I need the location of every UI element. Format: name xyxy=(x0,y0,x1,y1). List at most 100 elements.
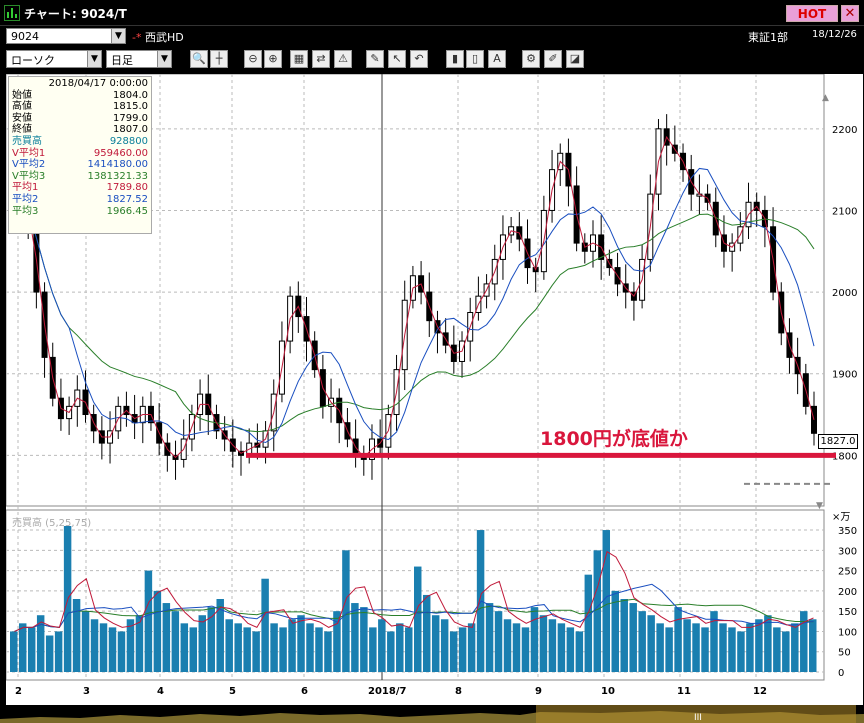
undo-icon[interactable]: ↶ xyxy=(410,50,428,68)
volume-bar xyxy=(36,615,45,672)
volume-bar xyxy=(72,599,81,672)
volume-bar xyxy=(54,631,63,672)
brush-icon[interactable]: ✐ xyxy=(544,50,562,68)
search-icon[interactable]: 🔍 xyxy=(190,50,208,68)
volume-bar xyxy=(629,603,637,672)
symbol-name: -* 西武HD xyxy=(132,29,184,45)
symbol-code-value: 9024 xyxy=(11,30,39,43)
x-tick-label: 5 xyxy=(229,686,236,697)
vol-ma2-line xyxy=(14,583,814,632)
volume-bar xyxy=(521,627,530,672)
palette-icon[interactable]: ◪ xyxy=(566,50,584,68)
volume-bar xyxy=(431,615,440,672)
crosshair-icon[interactable]: ┼ xyxy=(210,50,228,68)
title-bar: チャート: 9024/T HOT ✕ xyxy=(0,0,864,26)
volume-bar xyxy=(351,603,359,672)
volume-bar xyxy=(333,611,341,672)
chevron-down-icon[interactable]: ▼ xyxy=(157,51,171,67)
navigator-bar[interactable]: III xyxy=(0,705,864,723)
volume-bar xyxy=(144,570,153,672)
bar-icon[interactable]: ▮ xyxy=(446,50,464,68)
info-row: 高値 1815.0 xyxy=(12,101,148,113)
volume-bar xyxy=(306,623,314,672)
info-row: 終値 1807.0 xyxy=(12,124,148,136)
info-value: 1827.52 xyxy=(106,193,148,205)
volume-bar xyxy=(297,615,305,672)
navigator-overview[interactable]: III xyxy=(0,705,864,723)
period-value: 日足 xyxy=(111,54,133,67)
volume-bar xyxy=(494,611,503,672)
volume-bar xyxy=(809,619,817,672)
chart-type-select[interactable]: ローソク ▼ xyxy=(6,50,102,68)
close-button[interactable]: ✕ xyxy=(841,5,859,22)
chevron-down-icon[interactable]: ▼ xyxy=(87,51,101,67)
volume-bar xyxy=(162,603,171,672)
x-tick-label: 12 xyxy=(753,686,767,697)
compare-icon[interactable]: ⇄ xyxy=(312,50,330,68)
volume-bar xyxy=(261,578,269,672)
scroll-up-icon: ▲ xyxy=(822,93,829,103)
volume-bar xyxy=(503,619,512,672)
zoom-out-icon[interactable]: ⊖ xyxy=(244,50,262,68)
info-label: 安値 xyxy=(12,112,32,124)
volume-tick-label: 100 xyxy=(838,627,857,638)
volume-bar xyxy=(467,623,476,672)
ma2-line xyxy=(19,167,815,444)
chevron-down-icon[interactable]: ▼ xyxy=(111,29,125,43)
volume-tick-label: 50 xyxy=(838,648,851,659)
x-tick-label: 2018/7 xyxy=(368,686,406,697)
info-row: V平均3 1381321.33 xyxy=(12,171,148,183)
volume-bar xyxy=(243,627,251,672)
zoom-in-icon[interactable]: ⊕ xyxy=(264,50,282,68)
volume-bar xyxy=(710,611,718,672)
price-tick-label: 1900 xyxy=(832,370,857,381)
info-label: 売買高 xyxy=(12,135,42,147)
info-row: 平均1 1789.80 xyxy=(12,182,148,194)
ma1-line xyxy=(19,135,815,459)
volume-bar xyxy=(207,607,215,672)
hot-button[interactable]: HOT xyxy=(786,5,838,22)
vol-ma3-line xyxy=(14,598,814,632)
date-label: 18/12/26 xyxy=(812,29,857,40)
info-value: 1804.0 xyxy=(113,89,148,101)
volume-bar xyxy=(638,611,646,672)
toolbar: ローソク ▼ 日足 ▼ 🔍 ┼ ⊖ ⊕ ▦ ⇄ ⚠ ✎ ↖ ↶ ▮ ▯ A ⚙ ✐ ◪ xyxy=(0,46,864,72)
volume-bar xyxy=(225,619,233,672)
volume-title: 売買高 (5,25,75) xyxy=(12,518,92,529)
pencil-icon[interactable]: ✎ xyxy=(366,50,384,68)
volume-bar xyxy=(45,635,54,672)
volume-bar xyxy=(764,615,772,672)
volume-bar xyxy=(252,631,260,672)
info-value: 1799.0 xyxy=(113,112,148,124)
price-tick-label: 2100 xyxy=(832,206,857,217)
price-tick-label: 2200 xyxy=(832,125,857,136)
warning-icon[interactable]: ⚠ xyxy=(334,50,352,68)
current-price-label: 1827.0 xyxy=(818,434,858,449)
chart-area[interactable]: 2 3 4 5 6 2018/7 8 9 10 11 12 1800 1900 2000 2100 2200 0… xyxy=(6,74,863,706)
volume-bar xyxy=(512,623,521,672)
volume-bar xyxy=(10,631,18,672)
volume-bar xyxy=(414,566,422,672)
bar2-icon[interactable]: ▯ xyxy=(466,50,484,68)
volume-bar xyxy=(602,530,611,672)
volume-bar xyxy=(135,615,144,672)
period-select[interactable]: 日足 ▼ xyxy=(106,50,172,68)
info-label: 平均1 xyxy=(12,182,39,194)
cursor-icon[interactable]: ↖ xyxy=(388,50,406,68)
volume-bar xyxy=(773,627,781,672)
info-row: V平均1 959460.00 xyxy=(12,148,148,160)
volume-bar xyxy=(584,574,593,672)
volume-bar xyxy=(647,615,655,672)
info-row: 平均3 1966.45 xyxy=(12,206,148,218)
symbol-code-select[interactable]: 9024 ▼ xyxy=(6,28,126,44)
all-icon[interactable]: A xyxy=(488,50,506,68)
volume-bar xyxy=(458,627,467,672)
volume-bar xyxy=(737,631,745,672)
volume-bar xyxy=(189,627,198,672)
info-label: 高値 xyxy=(12,101,32,113)
settings-icon[interactable]: ⚙ xyxy=(522,50,540,68)
volume-bar xyxy=(593,550,602,672)
volume-bar xyxy=(126,619,135,672)
info-value: 1789.80 xyxy=(106,182,148,194)
grid-icon[interactable]: ▦ xyxy=(290,50,308,68)
